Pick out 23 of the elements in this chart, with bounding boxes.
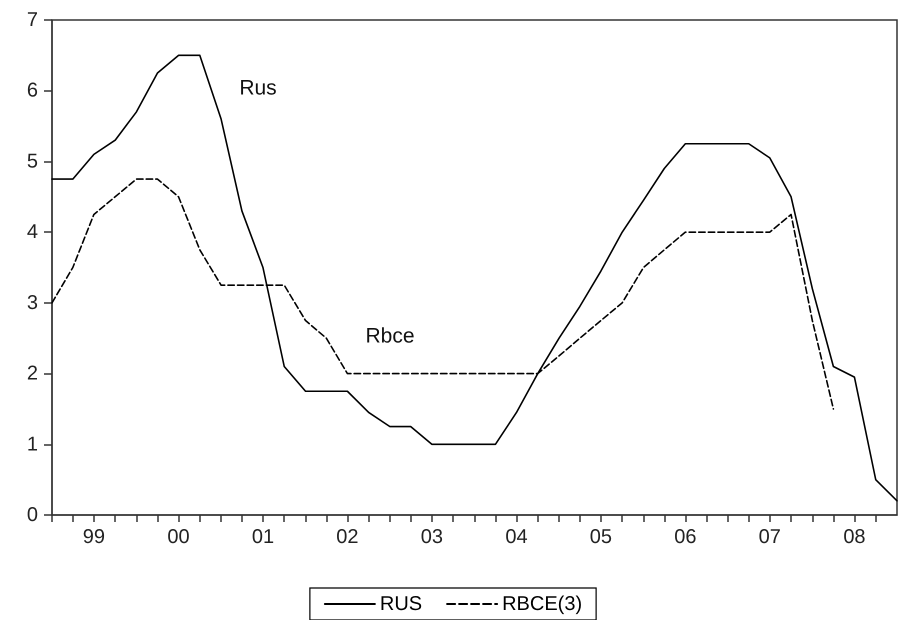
x-tick-label: 02 [336, 526, 359, 548]
x-tick-label: 06 [674, 526, 696, 548]
legend-label: RUS [380, 593, 422, 615]
x-tick-label: 00 [167, 526, 190, 548]
x-tick-label: 07 [758, 526, 781, 548]
y-tick-label: 4 [26, 221, 38, 244]
y-tick-label: 3 [26, 292, 38, 314]
y-tick-label: 5 [26, 150, 38, 172]
line-series [51, 54, 898, 502]
y-tick-label: 6 [26, 80, 38, 102]
y-tick-label: 1 [26, 433, 38, 456]
x-tick-label: 05 [590, 526, 612, 548]
x-tick-label: 08 [843, 526, 866, 548]
y-tick-label: 7 [26, 9, 38, 31]
y-tick-label: 2 [26, 362, 38, 385]
x-tick-label: 03 [420, 526, 443, 548]
y-tick-label: 0 [26, 504, 38, 526]
annotation: Rus [239, 76, 277, 100]
x-tick-label: 04 [505, 526, 528, 548]
legend-label: RBCE(3) [502, 593, 582, 615]
annotation: Rbce [365, 324, 415, 348]
x-tick-label: 01 [252, 526, 274, 548]
x-tick-label: 99 [82, 526, 105, 548]
